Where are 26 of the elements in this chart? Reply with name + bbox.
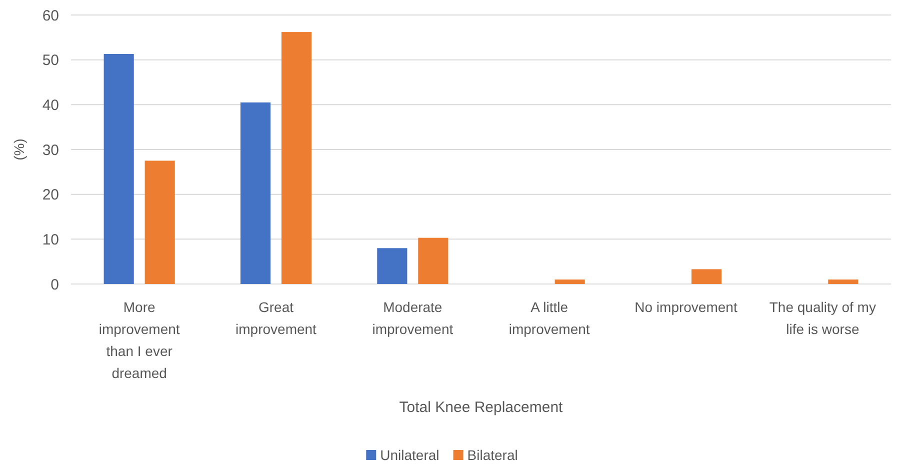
x-tick-label: The quality of my life is worse	[769, 299, 876, 337]
bar	[144, 160, 175, 284]
legend-label: Unilateral	[380, 447, 440, 463]
x-axis-title: Total Knee Replacement	[399, 399, 564, 416]
y-axis-title: (%)	[11, 138, 27, 160]
bar	[104, 54, 134, 284]
y-tick-label: 60	[42, 7, 59, 24]
bar	[240, 102, 271, 284]
x-tick-label: A little improvement	[508, 299, 590, 337]
x-tick-label: Moderate improvement	[372, 299, 454, 337]
y-tick-label: 40	[42, 96, 59, 114]
x-tick-label: Great improvement	[236, 299, 317, 337]
bar	[828, 280, 858, 284]
x-tick-label: More improvement than I ever dreamed	[98, 299, 180, 381]
y-tick-label: 20	[42, 186, 59, 204]
legend-label: Bilateral	[467, 447, 518, 463]
x-tick-label: No improvement	[634, 299, 738, 315]
bar	[377, 248, 408, 284]
bar	[691, 269, 722, 284]
bar	[418, 238, 448, 284]
bar	[281, 32, 312, 284]
bar	[554, 280, 585, 284]
y-tick-label: 10	[42, 231, 59, 248]
y-tick-label: 30	[42, 142, 59, 159]
y-tick-label: 0	[50, 276, 59, 294]
y-tick-label: 50	[42, 52, 59, 70]
